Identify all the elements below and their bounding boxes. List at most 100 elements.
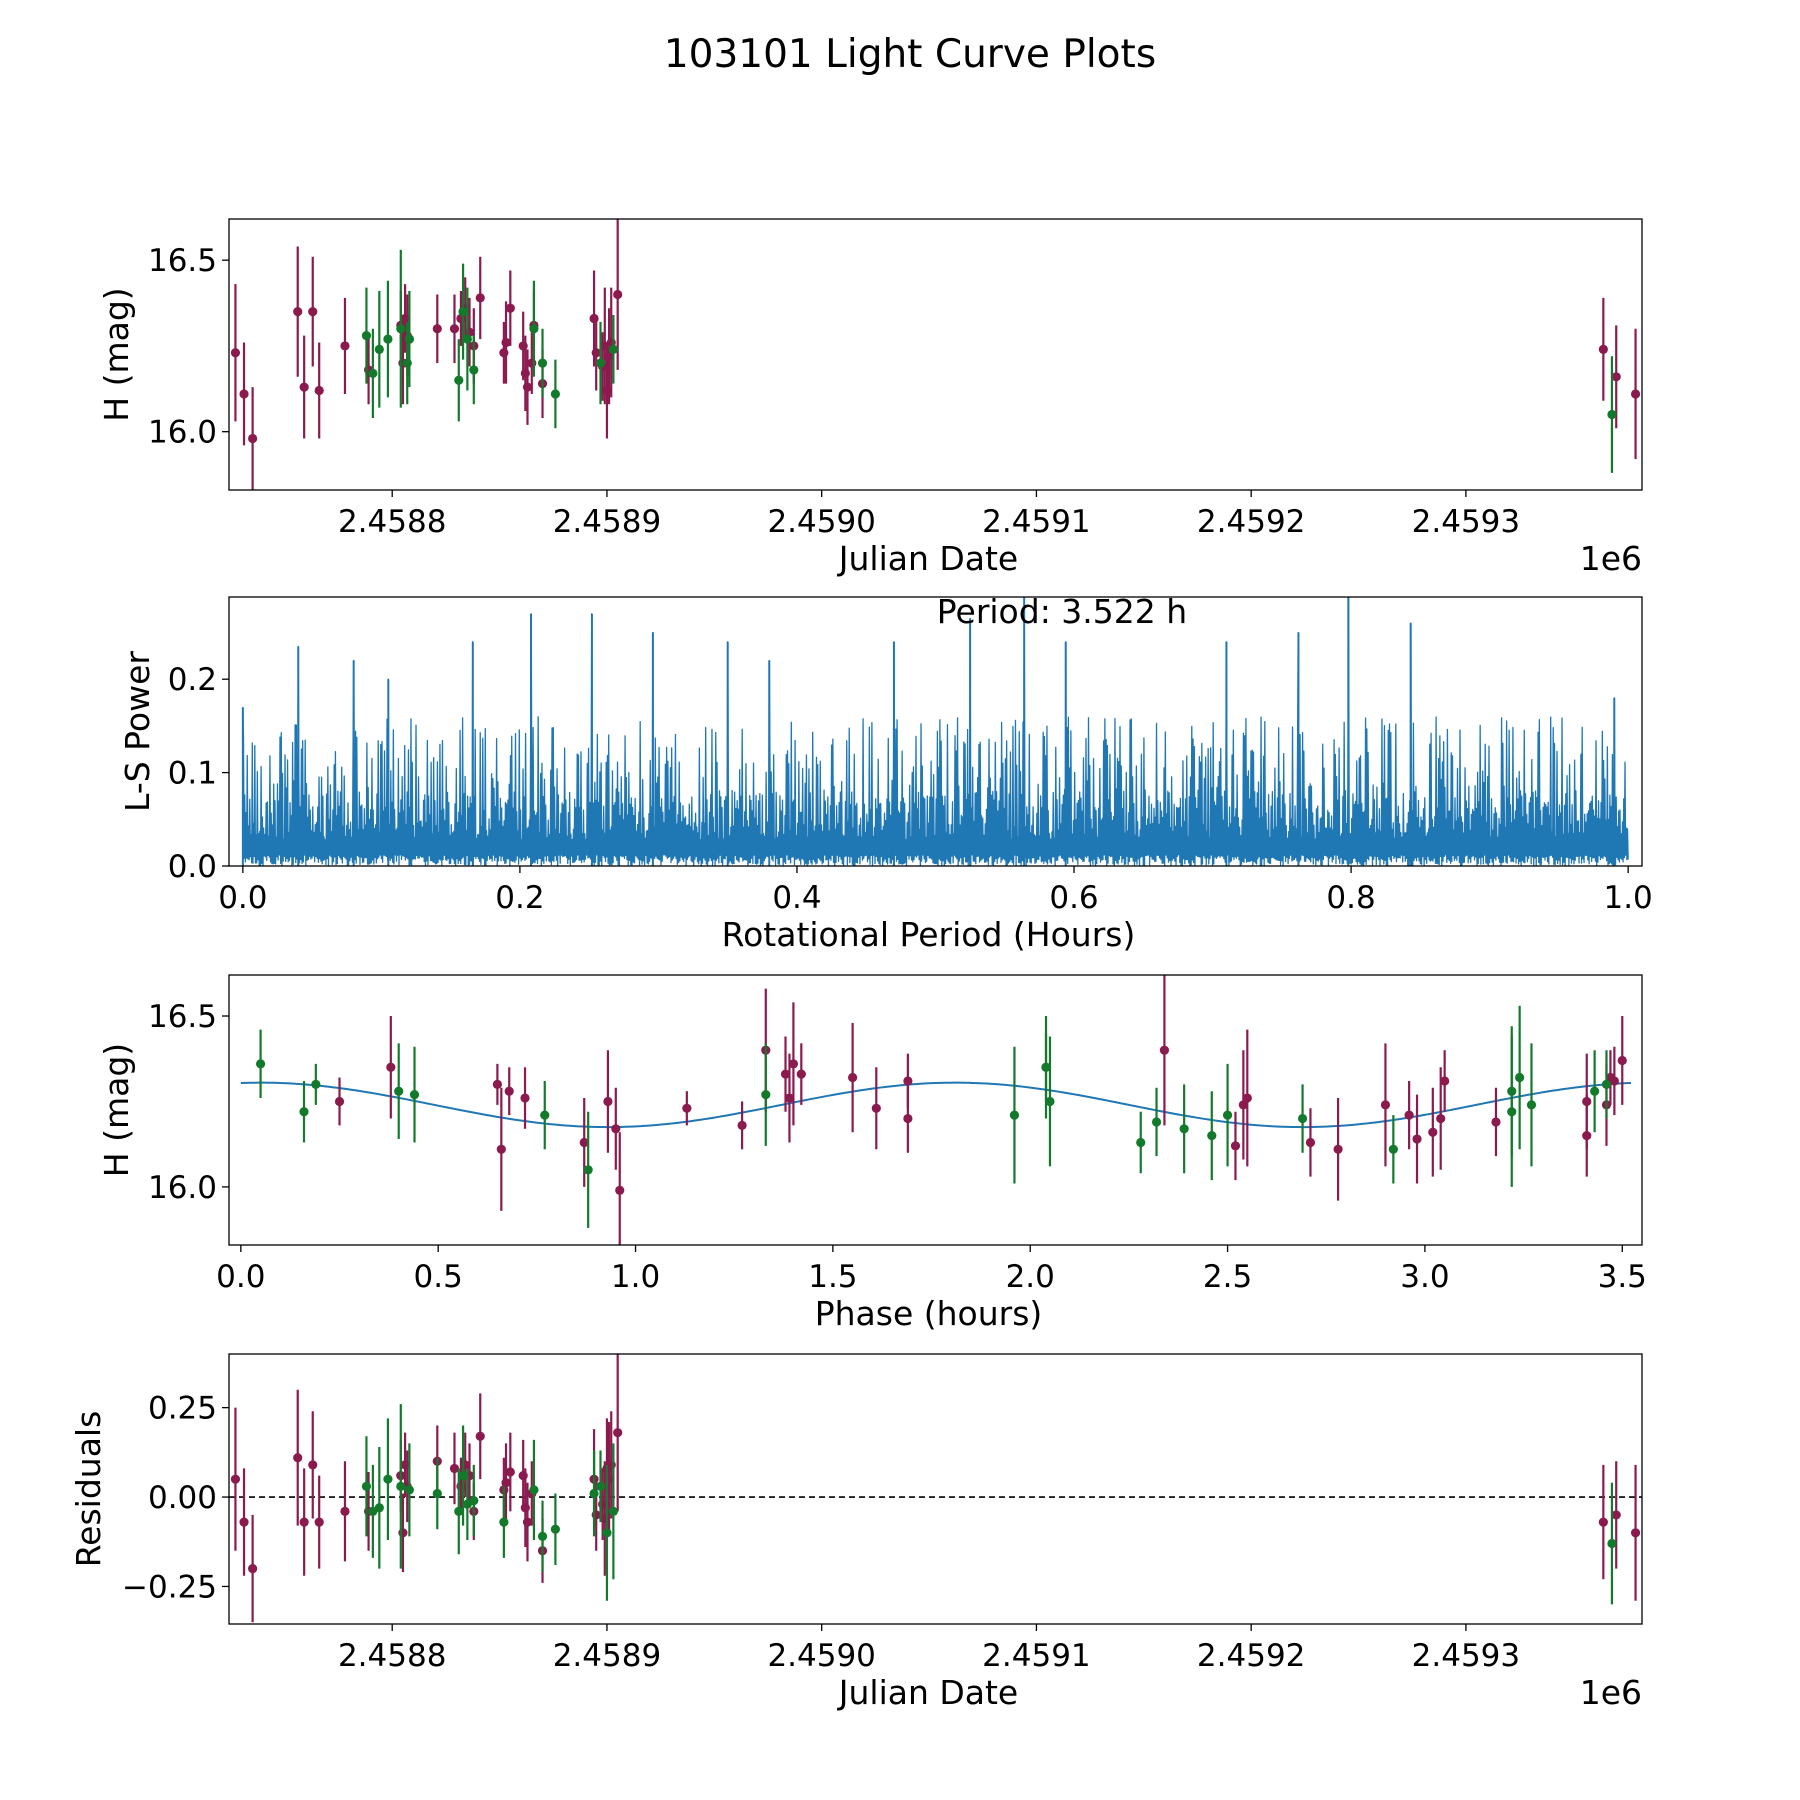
data-point [595, 358, 606, 368]
data-point [458, 307, 468, 317]
data-point [314, 385, 324, 396]
y-tick-label: −0.25 [122, 1569, 217, 1605]
periodogram-frame [228, 596, 1643, 867]
data-point [504, 1086, 514, 1096]
data-point [230, 1474, 241, 1484]
y-tick-label: 16.5 [148, 999, 217, 1035]
x-tick-label: 2.4592 [1197, 504, 1305, 540]
data-point [682, 1103, 692, 1113]
data-point [293, 1453, 303, 1463]
y-tick-label: 16.0 [148, 1170, 217, 1206]
data-point [361, 1481, 372, 1491]
lightcurve-plot-area [230, 219, 1641, 490]
x-tick-label: 2.4591 [982, 504, 1090, 540]
data-point [602, 1528, 612, 1538]
data-point [1207, 1131, 1217, 1141]
x-tick-label: 2.4591 [982, 1638, 1090, 1674]
period-annotation: Period: 3.522 h [937, 592, 1187, 631]
data-point [522, 1517, 533, 1527]
data-point [396, 324, 406, 334]
data-point [469, 365, 479, 375]
data-point [613, 1428, 623, 1438]
x-tick-label: 0.8 [1326, 880, 1375, 916]
data-point [374, 1503, 384, 1513]
y-tick-label: 0.0 [168, 849, 217, 885]
data-point [848, 1072, 858, 1083]
y-tick-label: 16.0 [148, 415, 217, 451]
data-point [1242, 1093, 1252, 1103]
x-axis-label: Julian Date [837, 539, 1019, 578]
data-point [903, 1076, 913, 1086]
data-point [1388, 1144, 1398, 1154]
x-tick-label: 3.0 [1400, 1259, 1449, 1295]
x-tick-label: 2.4592 [1197, 1638, 1305, 1674]
x-offset-label: 1e6 [1580, 539, 1642, 578]
data-point [374, 344, 384, 354]
data-point [1611, 1510, 1621, 1520]
data-point [1297, 1113, 1308, 1124]
data-point [591, 348, 601, 358]
data-point [308, 307, 318, 317]
data-point [529, 1485, 539, 1495]
data-point [361, 331, 372, 341]
lightcurve-frame [228, 218, 1643, 491]
data-point [1305, 1137, 1316, 1148]
x-offset-label: 1e6 [1580, 1673, 1642, 1712]
data-point [449, 324, 460, 334]
x-tick-label: 2.4590 [767, 504, 875, 540]
data-point [308, 1460, 318, 1470]
data-point [314, 1517, 324, 1527]
data-point [501, 1478, 511, 1488]
x-axis-label: Rotational Period (Hours) [722, 915, 1136, 954]
data-point [540, 1110, 550, 1120]
data-point [788, 1059, 799, 1069]
lightcurve-panel: 2.4588 2.4589 2.4590 2.4591 2.4592 2.4593 16.0… [97, 218, 1643, 578]
data-point [248, 433, 258, 444]
data-point [1230, 1141, 1241, 1151]
data-point [293, 307, 303, 317]
x-tick-label: 0.0 [218, 880, 267, 916]
data-point [1412, 1134, 1422, 1144]
data-point [1491, 1117, 1501, 1127]
data-point [1159, 1045, 1170, 1055]
x-tick-label: 1.0 [611, 1259, 660, 1295]
data-point [1380, 1100, 1391, 1110]
data-point [505, 303, 515, 313]
data-point [1009, 1110, 1020, 1120]
x-tick-label: 2.4588 [338, 1638, 446, 1674]
data-point [611, 1124, 621, 1134]
x-tick-label: 2.4589 [553, 504, 661, 540]
data-point [255, 1059, 266, 1069]
data-point [871, 1103, 881, 1113]
data-point [1333, 1144, 1343, 1154]
data-point [475, 1431, 485, 1441]
data-point [1436, 1113, 1446, 1124]
data-point [1630, 1528, 1641, 1538]
periodogram-panel: 0.0 0.2 0.4 0.6 0.8 1.0 0.0 0.1 0.2 Rotational Pe… [118, 592, 1653, 954]
data-point [1582, 1096, 1592, 1107]
data-point [239, 389, 249, 399]
data-point [299, 1107, 309, 1117]
data-point [404, 334, 414, 344]
data-point [1601, 1079, 1612, 1089]
data-point [492, 1079, 502, 1089]
data-point [340, 1506, 350, 1516]
data-point [1428, 1127, 1438, 1137]
x-tick-label: 0.2 [495, 880, 544, 916]
x-tick-label: 2.4593 [1412, 1638, 1520, 1674]
phased-frame [228, 974, 1643, 1246]
y-tick-label: 0.25 [148, 1391, 217, 1427]
data-point [608, 344, 618, 354]
data-point [1609, 1076, 1619, 1086]
data-point [383, 334, 393, 344]
data-point [404, 1485, 414, 1495]
x-tick-label: 2.4589 [553, 1638, 661, 1674]
y-axis-label: Residuals [69, 1411, 108, 1568]
data-point [550, 389, 561, 399]
data-point [394, 1086, 404, 1096]
y-tick-label: 0.00 [148, 1480, 217, 1516]
data-point [603, 1096, 613, 1107]
data-point [1611, 372, 1621, 382]
data-point [1045, 1096, 1055, 1107]
